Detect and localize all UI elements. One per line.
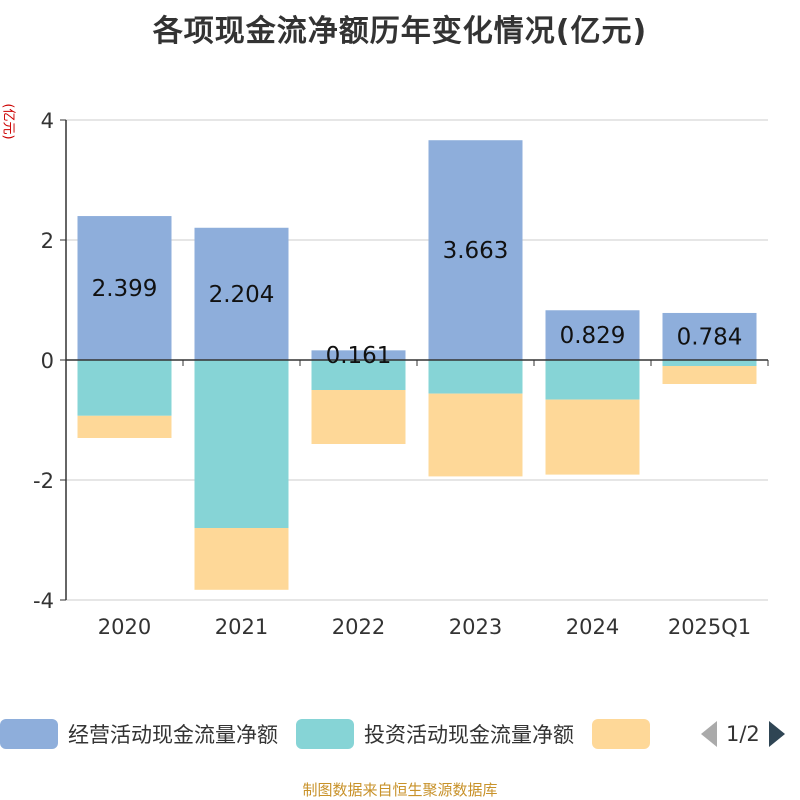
data-label: 2.399 xyxy=(92,276,158,302)
grid-lines xyxy=(66,119,768,601)
legend-label: 投资活动现金流量净额 xyxy=(364,723,574,747)
bar-2020-series-1 xyxy=(77,360,172,416)
bar-2025Q1-series-1 xyxy=(662,360,757,366)
y-tick-label: -2 xyxy=(33,469,54,493)
bar-2024-series-1 xyxy=(545,360,640,400)
bar-2023-series-1 xyxy=(428,360,523,394)
bars xyxy=(77,140,757,590)
bar-2020-series-2 xyxy=(77,415,172,438)
bar-2022-series-1 xyxy=(311,360,406,390)
bar-2024-series-0 xyxy=(545,310,640,360)
data-label: 0.829 xyxy=(560,323,626,349)
legend-swatch xyxy=(296,719,354,749)
bar-2020-series-0 xyxy=(77,216,172,360)
bar-2025Q1-series-2 xyxy=(662,366,757,384)
legend-page-indicator: 1/2 xyxy=(726,722,760,746)
y-tick-label: 2 xyxy=(41,229,54,253)
y-tick-label: 4 xyxy=(41,109,54,133)
data-label: 0.784 xyxy=(677,324,743,350)
x-tick-label: 2021 xyxy=(215,615,268,639)
data-label: 3.663 xyxy=(443,238,509,264)
legend-item-financing[interactable] xyxy=(592,719,660,749)
chart-title: 各项现金流净额历年变化情况(亿元) xyxy=(152,14,648,49)
data-label: 0.161 xyxy=(326,343,392,369)
x-tick-label: 2023 xyxy=(449,615,502,639)
axes: 4 2 0 -2 -4 2020 2021 2022 2023 2024 2025Q1 xyxy=(33,109,769,639)
bar-2023-series-0 xyxy=(428,140,523,360)
legend-swatch xyxy=(0,719,58,749)
x-tick-label: 2020 xyxy=(98,615,151,639)
y-tick-label: -4 xyxy=(33,589,54,613)
bar-2021-series-0 xyxy=(194,227,289,360)
legend: 经营活动现金流量净额 投资活动现金流量净额 xyxy=(0,716,678,752)
legend-label: 经营活动现金流量净额 xyxy=(68,723,278,747)
source-note: 制图数据来自恒生聚源数据库 xyxy=(302,781,498,799)
chevron-right-icon[interactable] xyxy=(768,720,786,748)
x-tick-label: 2024 xyxy=(566,615,619,639)
bar-2022-series-0 xyxy=(311,350,406,360)
legend-item-operating[interactable]: 经营活动现金流量净额 xyxy=(0,719,278,749)
legend-pager: 1/2 xyxy=(700,716,786,752)
legend-swatch xyxy=(592,719,650,749)
x-tick-label: 2022 xyxy=(332,615,385,639)
x-tick-label: 2025Q1 xyxy=(668,615,751,639)
legend-item-investing[interactable]: 投资活动现金流量净额 xyxy=(296,719,574,749)
bar-2021-series-2 xyxy=(194,528,289,590)
chevron-left-icon[interactable] xyxy=(700,720,718,748)
bar-2025Q1-series-0 xyxy=(662,312,757,360)
data-labels: 2.399 2.204 0.161 3.663 0.829 0.784 xyxy=(92,238,743,369)
bar-2024-series-2 xyxy=(545,399,640,475)
bar-2023-series-2 xyxy=(428,393,523,477)
bar-2021-series-1 xyxy=(194,360,289,528)
y-tick-label: 0 xyxy=(41,349,54,373)
bar-2022-series-2 xyxy=(311,390,406,444)
data-label: 2.204 xyxy=(209,282,275,308)
